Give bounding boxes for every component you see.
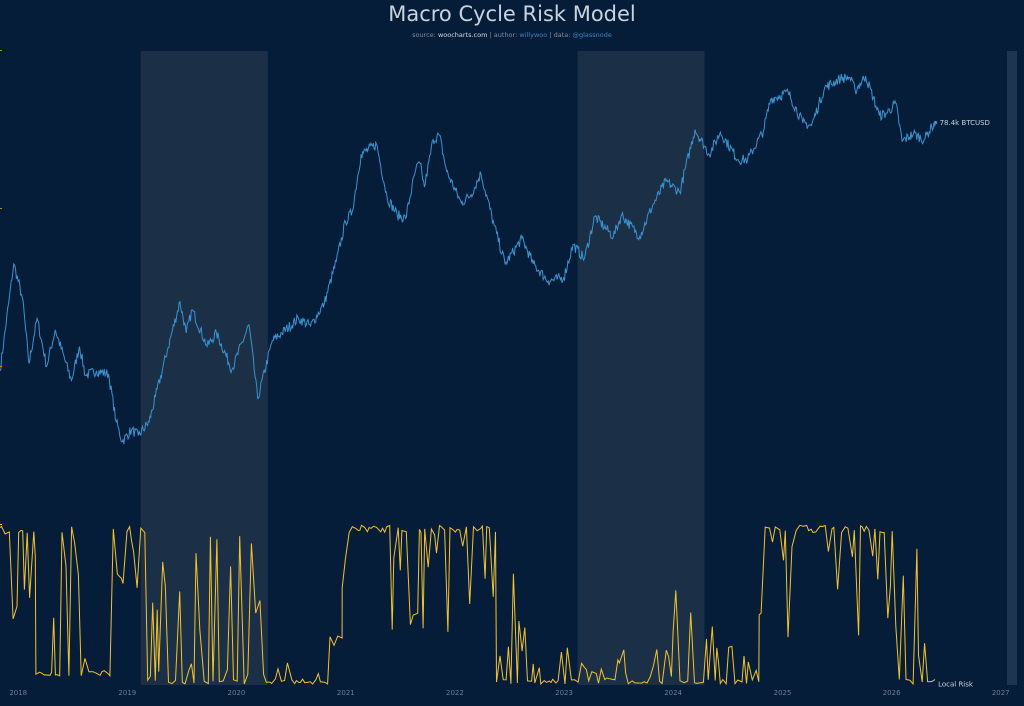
shaded-periods: [140, 51, 705, 685]
btcusd-end-dot: [933, 120, 938, 125]
author-link[interactable]: willywoo: [519, 31, 548, 39]
x-axis-ticks: 2018 2019 2020 2021 2022 2023 2024 2025 2026 2027: [9, 689, 1009, 697]
y-mark-1: [0, 50, 2, 51]
shaded-period-1: [140, 51, 268, 685]
price-series: [0, 73, 937, 445]
x-tick-2018: 2018: [9, 689, 27, 697]
y-mark-4: [0, 524, 2, 525]
end-labels: 78.4k BTCUSD Local Risk: [933, 119, 990, 689]
chart-subtitle: source: woocharts.com | author: willywoo…: [0, 31, 1024, 39]
local-risk-line: [0, 524, 936, 686]
risk-series: [0, 524, 936, 686]
local-risk-end-label: Local Risk: [938, 681, 974, 689]
x-tick-2022: 2022: [446, 689, 464, 697]
y-axis-marks: [0, 50, 2, 525]
x-tick-2020: 2020: [228, 689, 246, 697]
author-prefix: | author:: [489, 31, 518, 39]
y-mark-2: [0, 208, 2, 209]
btcusd-end-label: 78.4k BTCUSD: [940, 119, 990, 127]
source-prefix: source:: [412, 31, 436, 39]
x-tick-2023: 2023: [555, 689, 573, 697]
x-tick-2025: 2025: [774, 689, 792, 697]
btcusd-line: [0, 73, 937, 445]
shaded-period-2: [577, 51, 705, 685]
x-tick-2027: 2027: [992, 689, 1010, 697]
x-tick-2019: 2019: [118, 689, 136, 697]
source-link[interactable]: woocharts.com: [437, 31, 488, 39]
x-tick-2021: 2021: [337, 689, 355, 697]
y-mark-3: [0, 366, 2, 367]
chart-scrollbar[interactable]: [1007, 51, 1017, 685]
data-prefix: | data:: [549, 31, 571, 39]
x-tick-2026: 2026: [883, 689, 901, 697]
x-tick-2024: 2024: [664, 689, 682, 697]
chart-title: Macro Cycle Risk Model: [388, 2, 636, 26]
data-link[interactable]: @glassnode: [572, 31, 612, 39]
